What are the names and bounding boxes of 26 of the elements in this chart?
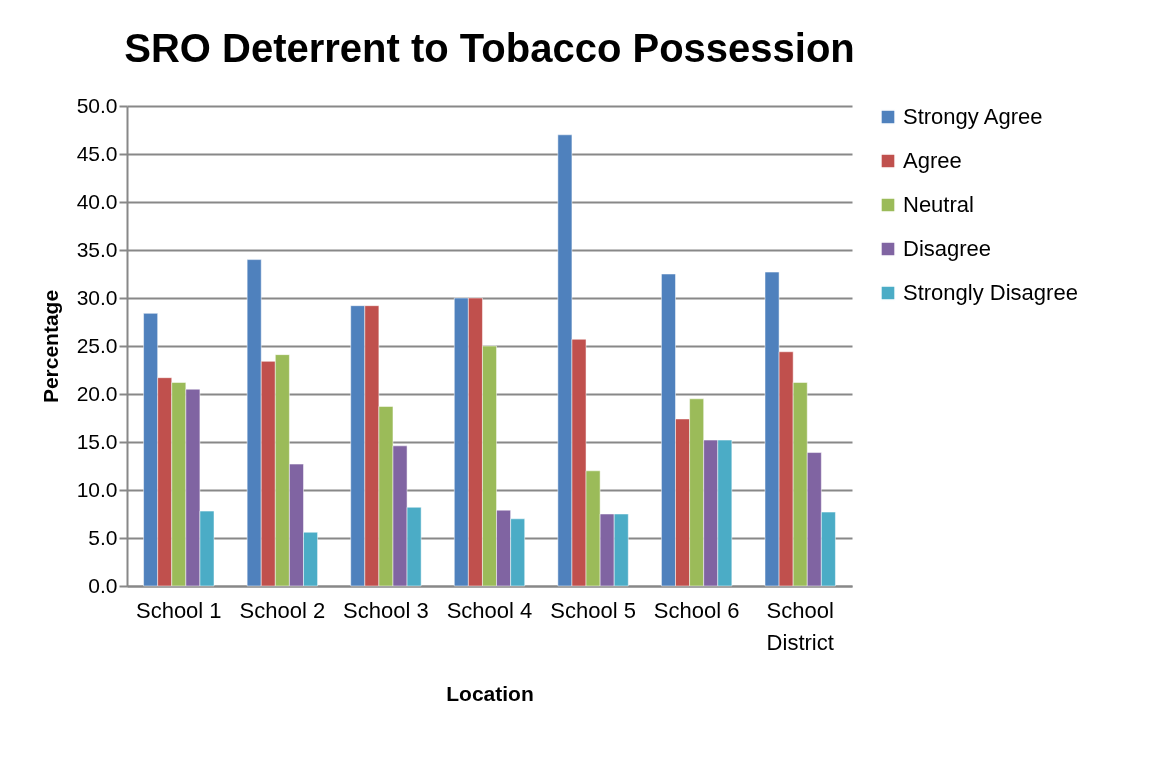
y-tick-label: 50.0 (76, 93, 118, 117)
y-tick-label: 0.0 (88, 573, 118, 597)
chart-title: SRO Deterrent to Tobacco Possession (124, 26, 855, 70)
y-tick-label: 40.0 (76, 189, 118, 213)
y-tick-label: 45.0 (76, 141, 118, 165)
x-tick-label: School 4 (446, 597, 533, 623)
x-tick-label: School 2 (239, 597, 326, 623)
x-tick-label: School 3 (343, 597, 429, 623)
y-tick-label: 30.0 (76, 285, 118, 309)
x-tick-label: School 5 (550, 597, 636, 623)
x-tick-label: School District (766, 597, 834, 655)
legend-label: Agree (903, 148, 962, 173)
legend-label: Neutral (903, 192, 974, 217)
x-tick-label: School 6 (653, 597, 740, 623)
x-axis-title: Location (446, 681, 534, 705)
y-tick-label: 5.0 (88, 525, 118, 549)
legend-label: Strongly Disagree (903, 280, 1078, 305)
y-tick-label: 10.0 (76, 477, 118, 501)
y-tick-label: 20.0 (76, 381, 118, 405)
y-tick-label: 15.0 (76, 429, 118, 453)
y-tick-label: 25.0 (76, 333, 118, 357)
legend-label: Disagree (903, 236, 992, 261)
y-tick-label: 35.0 (76, 237, 118, 261)
y-axis-title: Percentage (38, 289, 62, 404)
x-tick-label: School 1 (135, 597, 222, 623)
legend-label: Strongy Agree (903, 104, 1043, 129)
